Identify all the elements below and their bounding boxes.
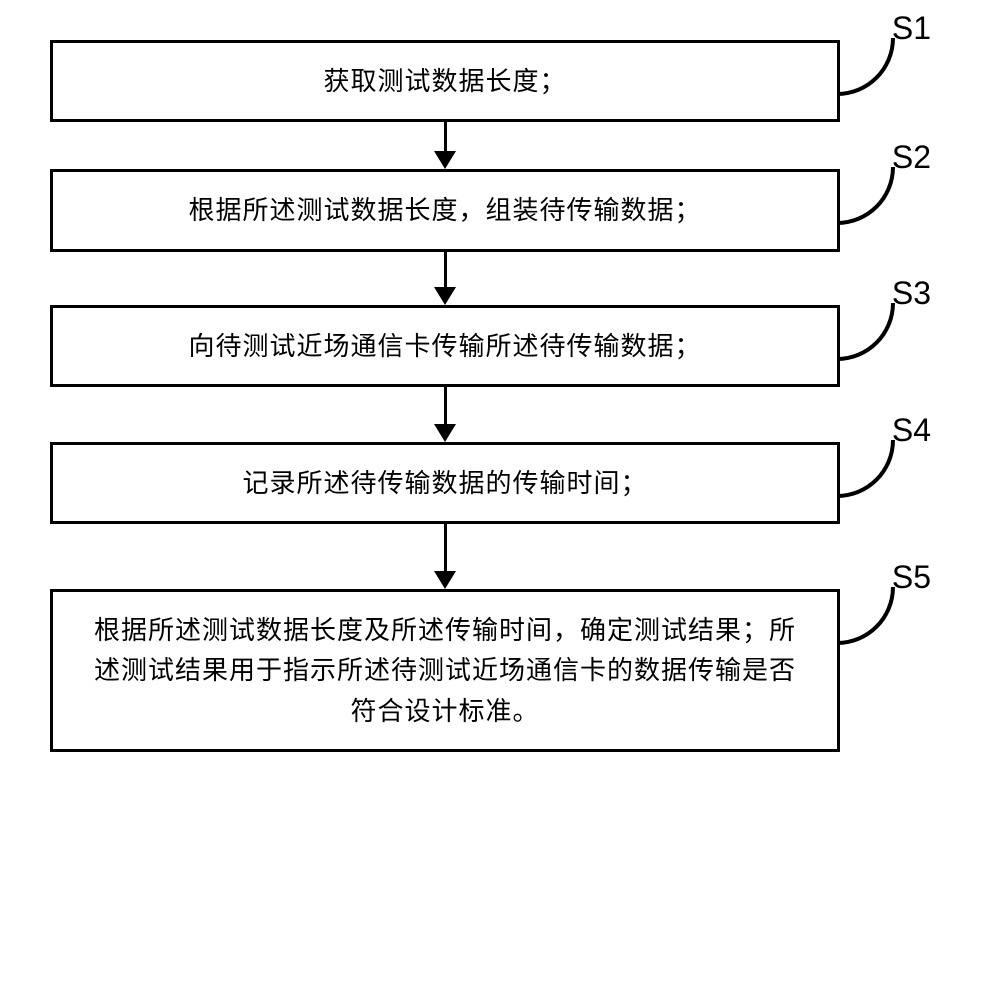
connector-arc-s1	[837, 38, 895, 96]
arrow-line	[444, 122, 447, 152]
step-label-s5: S5	[892, 559, 931, 596]
step-label-s4: S4	[892, 412, 931, 449]
step-box-s1: 获取测试数据长度；	[50, 40, 840, 122]
arrow-line	[444, 387, 447, 425]
arrow-s1	[50, 122, 840, 169]
step-box-s5: 根据所述测试数据长度及所述传输时间，确定测试结果；所述测试结果用于指示所述待测试…	[50, 589, 840, 752]
arrow-s3	[50, 387, 840, 442]
arrow-head-icon	[434, 424, 456, 442]
step-label-s3: S3	[892, 275, 931, 312]
step-row-s3: 向待测试近场通信卡传输所述待传输数据；S3	[50, 305, 943, 387]
step-row-s1: 获取测试数据长度；S1	[50, 40, 943, 122]
step-box-s2: 根据所述测试数据长度，组装待传输数据；	[50, 169, 840, 251]
connector-arc-s5	[837, 587, 895, 645]
step-box-s3: 向待测试近场通信卡传输所述待传输数据；	[50, 305, 840, 387]
connector-arc-s3	[837, 303, 895, 361]
arrow-line	[444, 524, 447, 572]
step-label-s2: S2	[892, 139, 931, 176]
connector-arc-s2	[837, 167, 895, 225]
step-text-s3: 向待测试近场通信卡传输所述待传输数据；	[188, 326, 701, 366]
arrow-line	[444, 252, 447, 288]
arrow-head-icon	[434, 151, 456, 169]
connector-arc-s4	[837, 440, 895, 498]
step-row-s2: 根据所述测试数据长度，组装待传输数据；S2	[50, 169, 943, 251]
arrow-s2	[50, 252, 840, 305]
flowchart-container: 获取测试数据长度；S1根据所述测试数据长度，组装待传输数据；S2向待测试近场通信…	[50, 40, 943, 752]
arrow-head-icon	[434, 571, 456, 589]
step-box-s4: 记录所述待传输数据的传输时间；	[50, 442, 840, 524]
step-label-s1: S1	[892, 10, 931, 47]
arrow-head-icon	[434, 287, 456, 305]
step-text-s1: 获取测试数据长度；	[323, 61, 566, 101]
arrow-s4	[50, 524, 840, 589]
step-row-s4: 记录所述待传输数据的传输时间；S4	[50, 442, 943, 524]
step-text-s4: 记录所述待传输数据的传输时间；	[242, 463, 647, 503]
step-text-s5: 根据所述测试数据长度及所述传输时间，确定测试结果；所述测试结果用于指示所述待测试…	[83, 610, 807, 731]
step-text-s2: 根据所述测试数据长度，组装待传输数据；	[188, 190, 701, 230]
step-row-s5: 根据所述测试数据长度及所述传输时间，确定测试结果；所述测试结果用于指示所述待测试…	[50, 589, 943, 752]
